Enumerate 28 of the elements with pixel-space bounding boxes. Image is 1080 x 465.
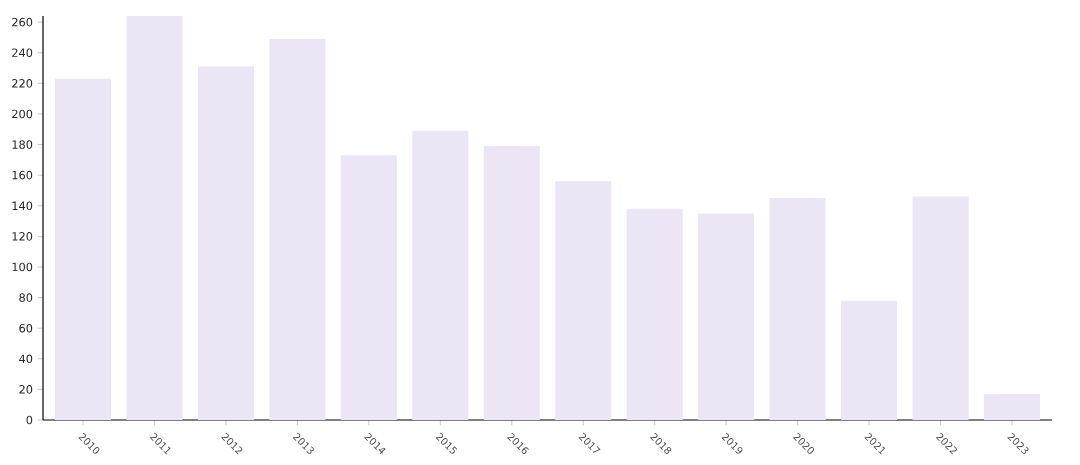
bar <box>912 196 969 420</box>
bar <box>769 198 826 420</box>
y-tick-label: 120 <box>12 232 33 241</box>
bar <box>983 393 1040 420</box>
bar <box>269 38 326 420</box>
bar <box>197 66 254 420</box>
y-tick-label: 40 <box>19 354 33 364</box>
y-tick-label: 160 <box>12 170 33 180</box>
bar <box>55 78 112 420</box>
bar <box>698 213 755 420</box>
y-tick-label: 220 <box>12 79 33 88</box>
bar <box>626 208 683 420</box>
y-tick-label: 60 <box>19 323 33 333</box>
y-tick-label: 200 <box>12 109 33 119</box>
y-tick-label: 180 <box>12 140 33 149</box>
bar <box>126 16 183 420</box>
y-tick-label: 0 <box>26 415 33 425</box>
bar <box>483 146 540 420</box>
y-tick-label: 80 <box>19 293 33 302</box>
bar <box>841 300 898 420</box>
y-tick-label: 240 <box>12 48 33 58</box>
y-tick-label: 260 <box>12 17 33 27</box>
bar <box>412 130 469 420</box>
bar <box>340 155 397 420</box>
bar <box>555 181 612 420</box>
y-tick-label: 100 <box>12 262 33 272</box>
y-tick-label: 140 <box>12 201 33 211</box>
y-tick-label: 20 <box>19 385 33 394</box>
